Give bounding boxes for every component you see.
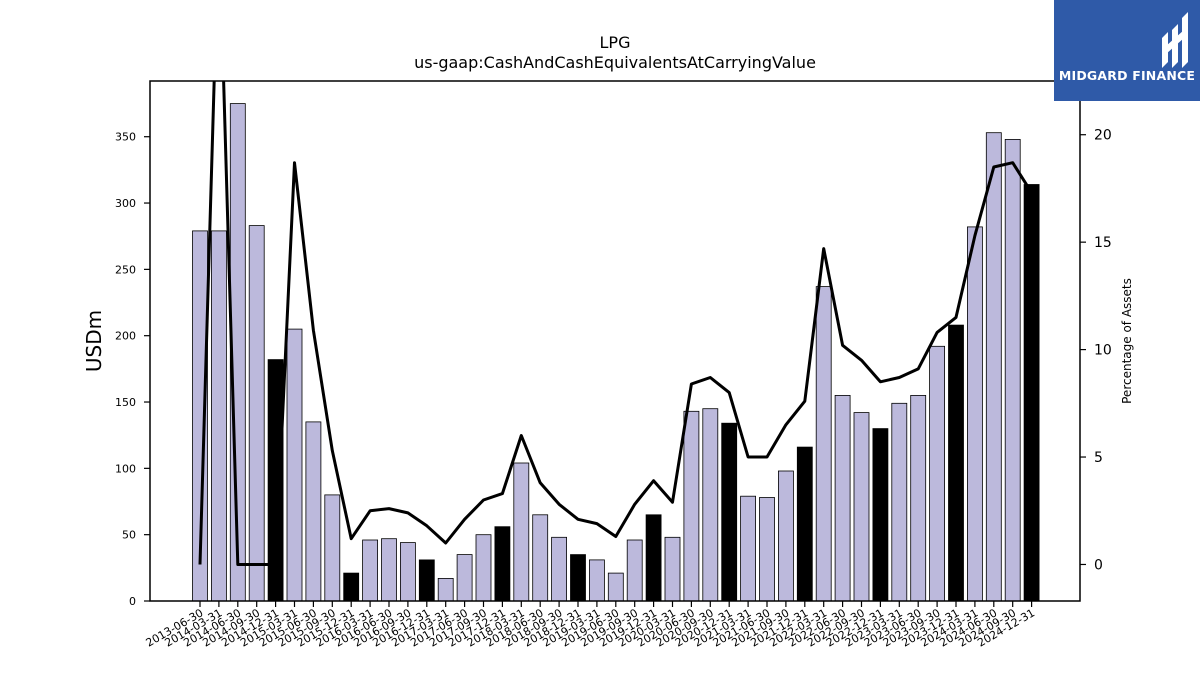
bar	[985, 132, 1002, 602]
bar	[210, 230, 227, 602]
bar	[664, 536, 681, 602]
bar	[967, 226, 983, 602]
y2-tick-label: 20	[1094, 128, 1112, 144]
y2-tick-label: 15	[1094, 235, 1112, 251]
bar	[929, 345, 945, 602]
brand-logo: MIDGARD FINANCE	[1054, 0, 1200, 101]
bar	[607, 572, 624, 602]
bar	[1004, 138, 1021, 602]
bar	[418, 559, 435, 602]
bar	[721, 422, 738, 602]
bar	[475, 534, 492, 602]
y-tick-label: 350	[115, 131, 136, 144]
bar	[437, 578, 454, 602]
bar	[362, 539, 379, 602]
bar	[494, 526, 511, 602]
series-line	[198, 81, 1033, 566]
bar	[796, 446, 813, 602]
bar	[815, 286, 832, 602]
bar	[589, 559, 605, 602]
bar	[286, 328, 303, 602]
bar	[551, 536, 567, 602]
y2-tick-label: 5	[1094, 450, 1103, 466]
y2-axis-label: Percentage of Assets	[1120, 278, 1134, 404]
bar	[532, 514, 549, 602]
chart-subtitle: us-gaap:CashAndCashEquivalentsAtCarrying…	[414, 53, 816, 72]
y-tick-label: 150	[115, 396, 136, 409]
bar	[740, 495, 756, 602]
bar	[399, 542, 416, 602]
brand-logo-text: MIDGARD FINANCE	[1058, 68, 1196, 83]
y-tick-label: 250	[115, 263, 136, 276]
bar	[853, 412, 870, 602]
bar	[570, 554, 586, 602]
y-tick-label: 100	[115, 462, 136, 475]
bar	[891, 402, 908, 602]
bar	[759, 497, 775, 602]
bars-group	[192, 103, 1040, 602]
bar	[645, 514, 662, 602]
y-tick-label: 300	[115, 197, 136, 210]
bar	[834, 394, 851, 602]
y-tick-label: 50	[122, 529, 136, 542]
line-group	[198, 81, 1033, 566]
bar	[324, 494, 341, 602]
y-tick-label: 200	[115, 330, 136, 343]
bar	[948, 324, 964, 602]
bar	[702, 408, 719, 602]
bar	[626, 539, 643, 602]
bar	[910, 394, 927, 602]
bar	[683, 410, 700, 602]
brand-mark-icon	[1162, 12, 1188, 68]
y2-tick-label: 0	[1094, 557, 1103, 573]
y-tick-label: 0	[129, 595, 136, 608]
axes-group: 050100150200250300350051015202013-06-302…	[115, 80, 1112, 650]
y-axis-label: USDm	[82, 310, 106, 372]
bar	[513, 462, 530, 602]
bar	[872, 428, 889, 602]
chart-title: LPG	[600, 33, 631, 52]
bar	[778, 470, 794, 602]
y2-tick-label: 10	[1094, 343, 1112, 359]
bar	[305, 421, 322, 602]
bar	[456, 554, 473, 602]
bar	[343, 572, 360, 602]
plot-frame	[149, 80, 1081, 602]
bar	[381, 538, 397, 602]
bar	[1023, 184, 1040, 602]
bar	[248, 225, 265, 602]
